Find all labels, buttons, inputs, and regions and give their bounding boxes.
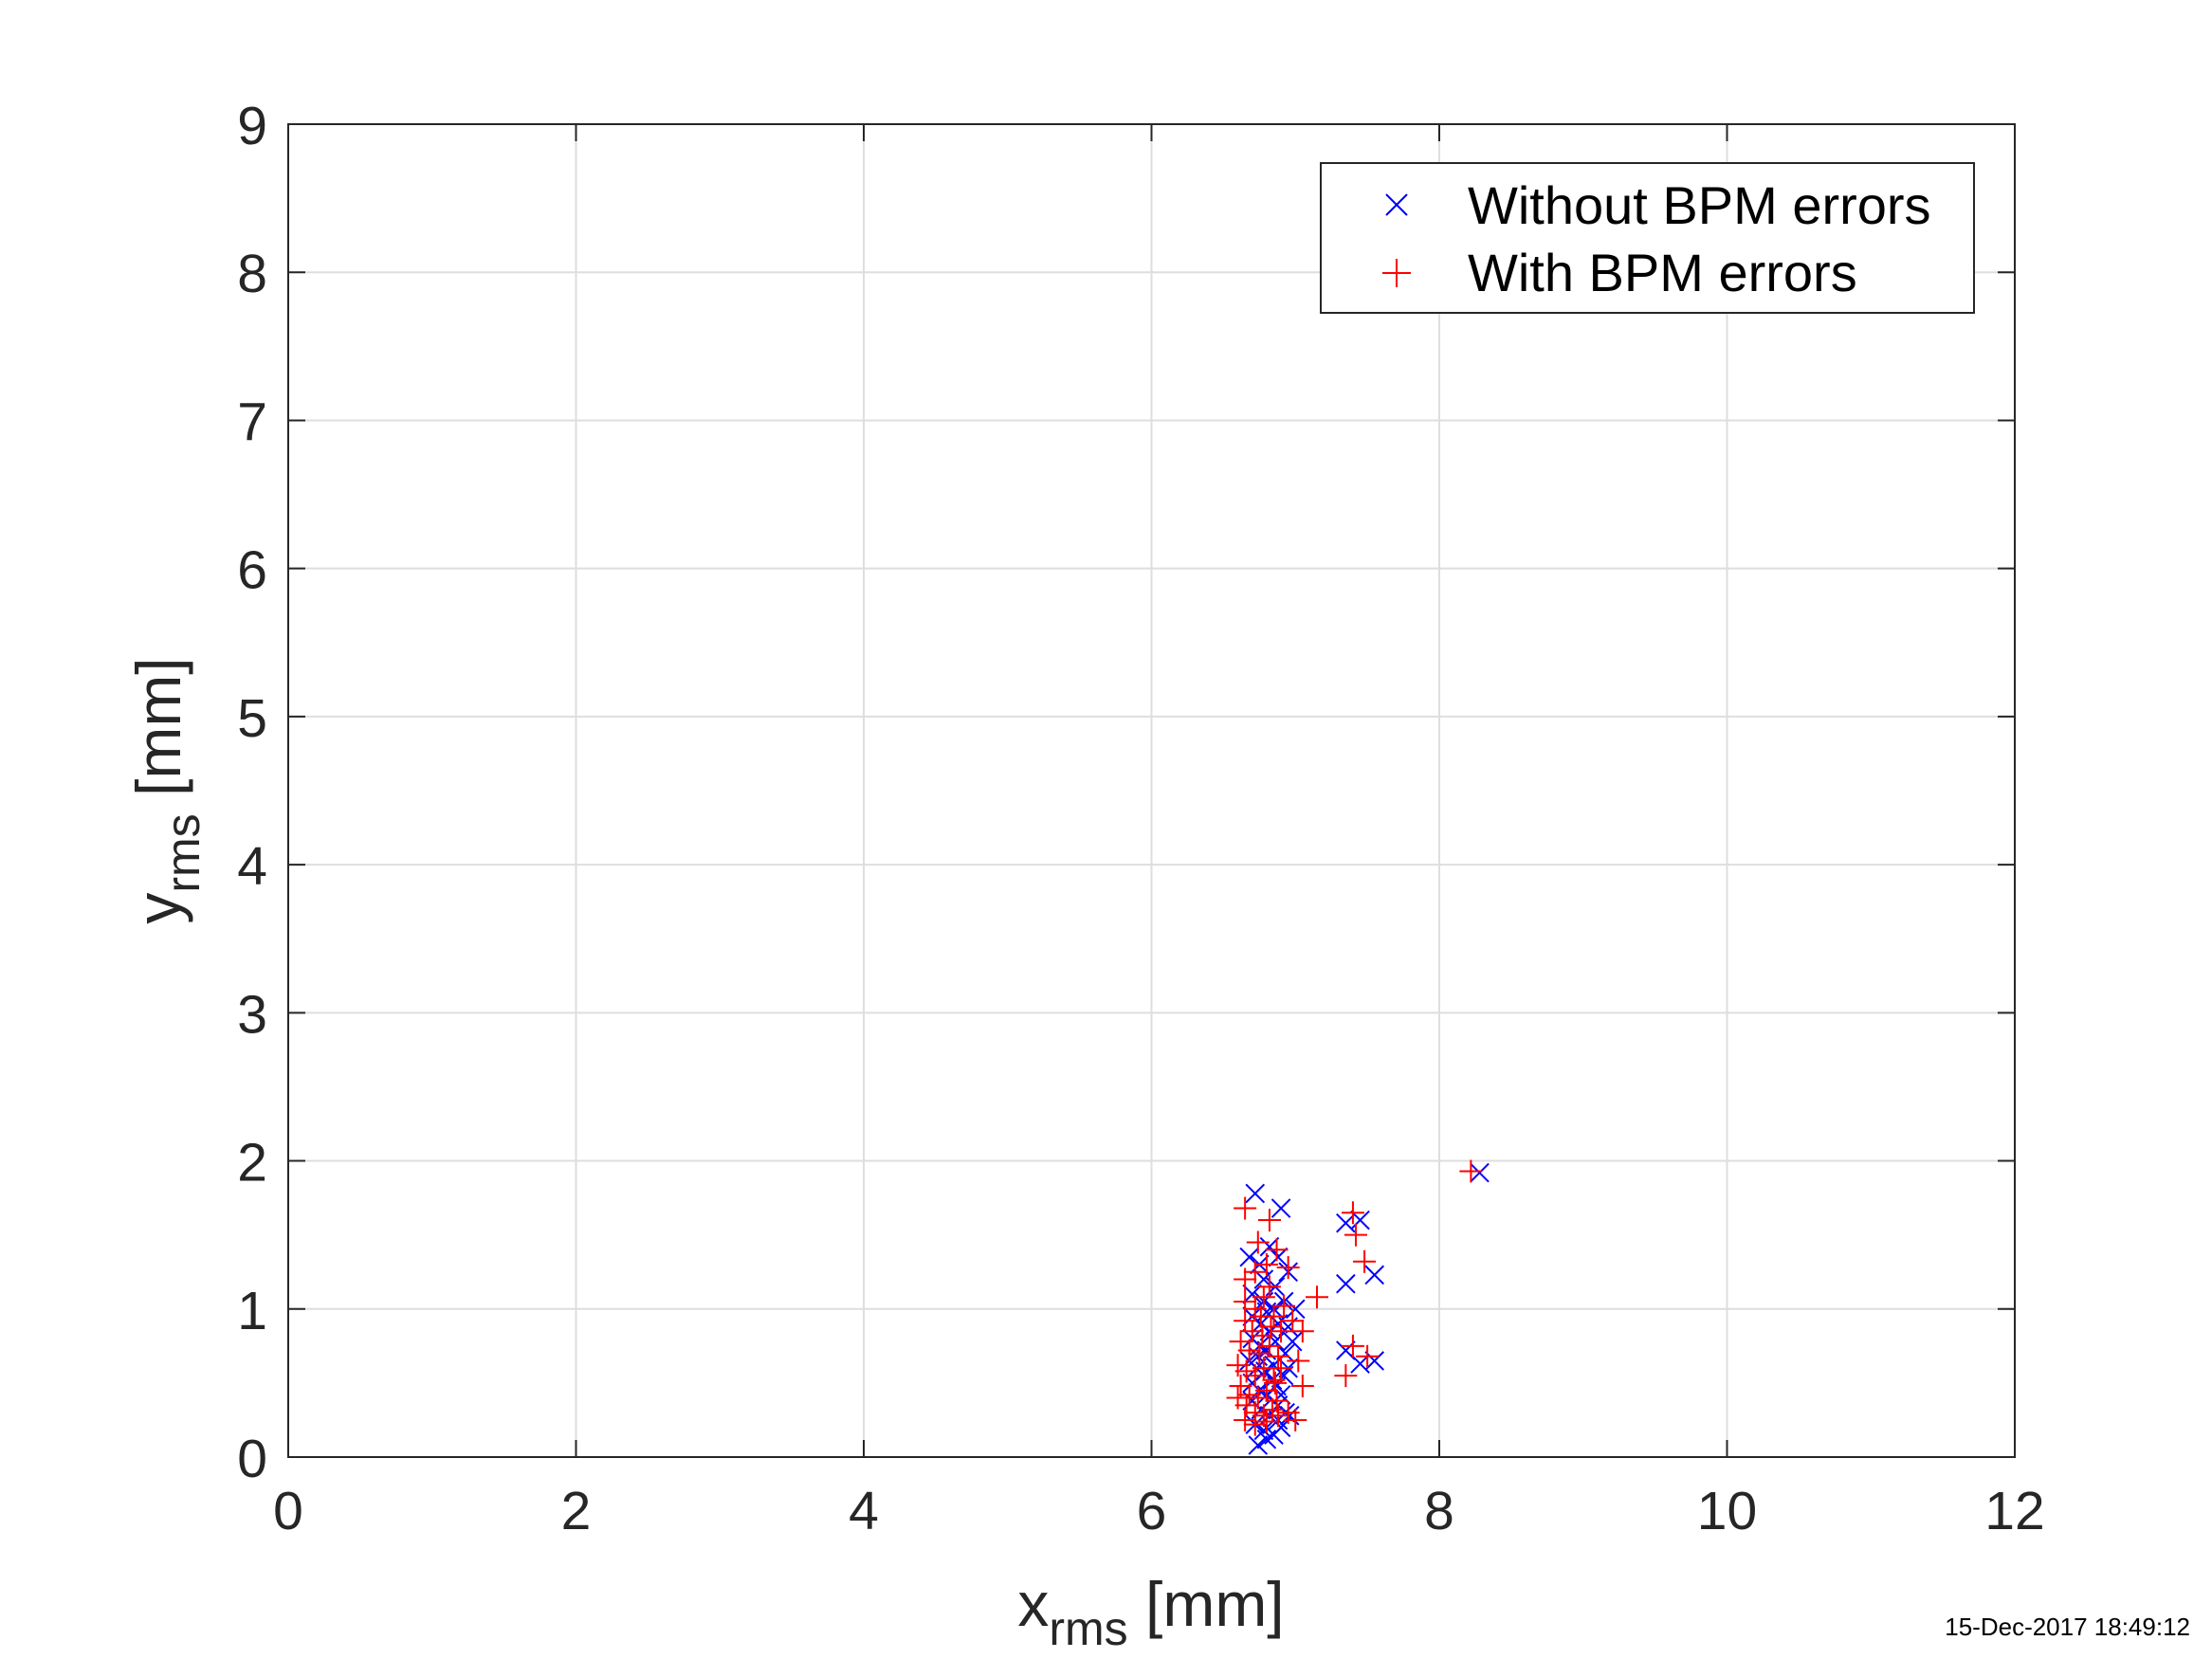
- legend-box: [1320, 162, 1975, 314]
- data-point-plus-marker: [1267, 1404, 1290, 1428]
- x-tick-label: 4: [849, 1481, 879, 1541]
- data-point-plus-marker: [1459, 1159, 1483, 1183]
- data-point-plus-marker: [1284, 1408, 1307, 1431]
- data-point-x-marker: [1470, 1162, 1490, 1183]
- data-point-plus-marker: [1276, 1256, 1300, 1280]
- y-axis-label-unit: [mm]: [123, 657, 193, 813]
- data-point-x-marker: [1350, 1210, 1370, 1231]
- legend-label-with-bpm-errors: With BPM errors: [1468, 243, 1857, 302]
- data-point-plus-marker: [1246, 1231, 1270, 1254]
- data-point-plus-marker: [1306, 1285, 1329, 1309]
- y-tick-label: 2: [237, 1133, 267, 1194]
- data-point-plus-marker: [1249, 1304, 1272, 1328]
- legend: Without BPM errors With BPM errors: [1320, 162, 1975, 314]
- x-axis-label-subscript: rms: [1049, 1602, 1127, 1655]
- data-point-x-marker: [1364, 1351, 1385, 1371]
- y-tick-label: 8: [237, 244, 267, 304]
- data-point-plus-marker: [1234, 1359, 1258, 1383]
- data-point-plus-marker: [1287, 1349, 1310, 1373]
- x-tick-label: 12: [1984, 1481, 2044, 1541]
- y-tick-label: 7: [237, 392, 267, 452]
- data-point-plus-marker: [1344, 1223, 1367, 1247]
- data-point-plus-marker: [1334, 1364, 1358, 1388]
- data-point-plus-marker: [1254, 1252, 1278, 1276]
- y-axis-label-subscript: rms: [156, 813, 210, 892]
- data-point-plus-marker: [1265, 1389, 1289, 1413]
- data-point-plus-marker: [1229, 1330, 1252, 1354]
- data-point-x-marker: [1245, 1183, 1266, 1204]
- data-markers: [1226, 1159, 1490, 1455]
- legend-marker-x: [1385, 193, 1408, 216]
- data-point-plus-marker: [1272, 1294, 1296, 1318]
- series-without-bpm-errors: [1239, 1162, 1490, 1455]
- grid-lines: [288, 124, 2015, 1457]
- legend-marker-plus: [1382, 259, 1411, 287]
- x-axis-label-unit: [mm]: [1128, 1569, 1285, 1639]
- y-axis-label-main: y: [123, 893, 193, 924]
- data-point-plus-marker: [1257, 1275, 1281, 1299]
- data-point-plus-marker: [1229, 1375, 1252, 1398]
- data-point-plus-marker: [1240, 1320, 1264, 1343]
- data-point-x-marker: [1268, 1247, 1289, 1267]
- data-point-plus-marker: [1264, 1371, 1288, 1395]
- data-point-plus-marker: [1234, 1408, 1257, 1431]
- data-point-plus-marker: [1237, 1339, 1261, 1362]
- data-point-plus-marker: [1270, 1320, 1293, 1343]
- y-tick-label: 0: [237, 1429, 267, 1489]
- data-point-plus-marker: [1290, 1375, 1314, 1398]
- data-point-plus-marker: [1243, 1260, 1267, 1284]
- data-point-x-marker: [1282, 1331, 1303, 1352]
- data-point-x-marker: [1285, 1299, 1306, 1320]
- y-tick-label: 6: [237, 540, 267, 601]
- data-point-plus-marker: [1257, 1334, 1281, 1358]
- x-tick-label: 6: [1137, 1481, 1167, 1541]
- data-point-plus-marker: [1356, 1344, 1380, 1368]
- series-with-bpm-errors: [1226, 1159, 1483, 1436]
- x-axis-label: xrms [mm]: [1017, 1569, 1284, 1655]
- data-point-x-marker: [1248, 1435, 1269, 1455]
- data-point-plus-marker: [1226, 1354, 1250, 1377]
- data-point-plus-marker: [1281, 1309, 1305, 1333]
- y-tick-label: 1: [237, 1281, 267, 1341]
- data-point-plus-marker: [1257, 1209, 1281, 1232]
- data-point-plus-marker: [1290, 1320, 1314, 1343]
- data-point-plus-marker: [1265, 1238, 1289, 1262]
- data-point-x-marker: [1271, 1198, 1291, 1218]
- x-tick-label: 8: [1424, 1481, 1454, 1541]
- data-point-x-marker: [1259, 1236, 1280, 1257]
- data-point-plus-marker: [1341, 1201, 1364, 1225]
- data-point-plus-marker: [1267, 1344, 1290, 1368]
- data-point-plus-marker: [1237, 1383, 1261, 1407]
- x-axis-label-main: x: [1017, 1569, 1049, 1639]
- y-tick-label: 4: [237, 836, 267, 897]
- y-tick-label: 5: [237, 688, 267, 749]
- y-tick-label: 9: [237, 96, 267, 156]
- legend-label-without-bpm-errors: Without BPM errors: [1468, 175, 1931, 235]
- data-point-plus-marker: [1234, 1196, 1257, 1220]
- timestamp: 15-Dec-2017 18:49:12: [1945, 1613, 2190, 1641]
- data-point-plus-marker: [1341, 1334, 1364, 1358]
- data-point-plus-marker: [1270, 1357, 1293, 1380]
- data-point-plus-marker: [1353, 1249, 1377, 1273]
- data-point-plus-marker: [1254, 1410, 1278, 1433]
- data-point-x-marker: [1364, 1265, 1385, 1285]
- data-point-plus-marker: [1259, 1315, 1283, 1339]
- data-point-plus-marker: [1252, 1285, 1275, 1309]
- x-tick-label: 2: [561, 1481, 592, 1541]
- plot-area-border: [287, 123, 2016, 1458]
- data-point-x-marker: [1242, 1284, 1263, 1304]
- y-axis-label: yrms [mm]: [123, 657, 210, 923]
- x-tick-label: 0: [273, 1481, 303, 1541]
- data-point-x-marker: [1336, 1273, 1356, 1294]
- data-point-x-marker: [1256, 1429, 1277, 1449]
- data-point-plus-marker: [1243, 1413, 1267, 1436]
- x-tick-label: 10: [1697, 1481, 1757, 1541]
- data-point-plus-marker: [1260, 1398, 1284, 1422]
- y-tick-label: 3: [237, 984, 267, 1045]
